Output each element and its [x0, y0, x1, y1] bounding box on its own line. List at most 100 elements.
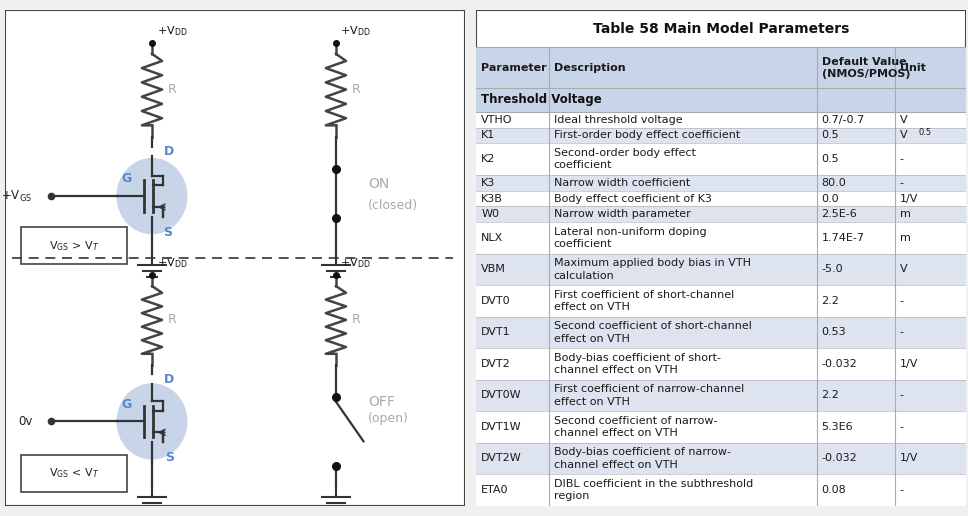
Text: Second coefficient of narrow-
channel effect on VTH: Second coefficient of narrow- channel ef… [554, 416, 717, 438]
Text: Ideal threshold voltage: Ideal threshold voltage [554, 115, 682, 125]
Text: Maximum applied body bias in VTH
calculation: Maximum applied body bias in VTH calcula… [554, 258, 750, 281]
Text: +V$_{\rm DD}$: +V$_{\rm DD}$ [157, 24, 187, 38]
Text: -: - [900, 328, 904, 337]
FancyBboxPatch shape [476, 254, 966, 285]
Text: DVT0: DVT0 [481, 296, 511, 306]
Text: -0.032: -0.032 [822, 359, 858, 369]
Text: S: S [164, 227, 172, 239]
Text: (open): (open) [368, 412, 408, 426]
Text: Body effect coefficient of K3: Body effect coefficient of K3 [554, 194, 711, 203]
Circle shape [117, 384, 187, 459]
Text: 0.5: 0.5 [822, 131, 839, 140]
Text: R: R [352, 313, 361, 327]
Text: DIBL coefficient in the subthreshold
region: DIBL coefficient in the subthreshold reg… [554, 479, 753, 501]
Text: 0.5: 0.5 [919, 128, 931, 137]
Text: V: V [900, 115, 908, 125]
Text: +V$_{\rm DD}$: +V$_{\rm DD}$ [341, 256, 371, 270]
Text: DVT2: DVT2 [481, 359, 511, 369]
Text: Lateral non-uniform doping
coefficient: Lateral non-uniform doping coefficient [554, 227, 707, 249]
Text: 2.5E-6: 2.5E-6 [822, 209, 858, 219]
Text: V: V [900, 131, 908, 140]
Text: Body-bias coefficient of narrow-
channel effect on VTH: Body-bias coefficient of narrow- channel… [554, 447, 731, 470]
Text: -: - [900, 391, 904, 400]
FancyBboxPatch shape [476, 206, 966, 222]
Text: Description: Description [554, 63, 625, 73]
Text: R: R [168, 313, 177, 327]
Text: D: D [164, 145, 173, 158]
Text: 1/V: 1/V [900, 359, 919, 369]
Text: G: G [122, 397, 132, 411]
Text: K2: K2 [481, 154, 496, 164]
Text: 5.3E6: 5.3E6 [822, 422, 853, 432]
Text: K3: K3 [481, 178, 496, 188]
FancyBboxPatch shape [476, 143, 966, 175]
Text: 0.0: 0.0 [822, 194, 839, 203]
Text: V: V [900, 264, 908, 275]
Text: +V$_{\rm GS}$: +V$_{\rm GS}$ [1, 188, 33, 204]
Text: 1/V: 1/V [900, 194, 919, 203]
Text: Parameter: Parameter [481, 63, 547, 73]
FancyBboxPatch shape [476, 474, 966, 506]
Text: K3B: K3B [481, 194, 503, 203]
FancyBboxPatch shape [21, 227, 127, 264]
Text: R: R [352, 83, 361, 96]
Text: Threshold Voltage: Threshold Voltage [481, 93, 602, 106]
FancyBboxPatch shape [476, 127, 966, 143]
Text: ON: ON [368, 176, 389, 191]
Text: (closed): (closed) [368, 200, 418, 213]
Text: Second-order body effect
coefficient: Second-order body effect coefficient [554, 148, 696, 170]
Text: m: m [900, 233, 911, 243]
Text: 80.0: 80.0 [822, 178, 846, 188]
Text: -: - [900, 422, 904, 432]
Text: Body-bias coefficient of short-
channel effect on VTH: Body-bias coefficient of short- channel … [554, 353, 720, 375]
Text: First-order body effect coefficient: First-order body effect coefficient [554, 131, 740, 140]
Text: VBM: VBM [481, 264, 506, 275]
FancyBboxPatch shape [476, 112, 966, 127]
Text: 2.2: 2.2 [822, 391, 839, 400]
FancyBboxPatch shape [476, 411, 966, 443]
FancyBboxPatch shape [476, 47, 966, 88]
FancyBboxPatch shape [476, 10, 966, 506]
Text: Narrow width coefficient: Narrow width coefficient [554, 178, 690, 188]
Text: Unit: Unit [900, 63, 925, 73]
Text: +V$_{\rm DD}$: +V$_{\rm DD}$ [157, 256, 187, 270]
Text: NLX: NLX [481, 233, 503, 243]
FancyBboxPatch shape [476, 175, 966, 190]
Text: First coefficient of short-channel
effect on VTH: First coefficient of short-channel effec… [554, 289, 734, 312]
FancyBboxPatch shape [5, 10, 465, 506]
Text: -: - [900, 485, 904, 495]
Text: Narrow width parameter: Narrow width parameter [554, 209, 690, 219]
Text: 2.2: 2.2 [822, 296, 839, 306]
Text: 0v: 0v [18, 415, 33, 428]
Text: DVT2W: DVT2W [481, 454, 522, 463]
FancyBboxPatch shape [476, 285, 966, 317]
Text: -5.0: -5.0 [822, 264, 843, 275]
Text: V$_{\rm GS}$ < V$_T$: V$_{\rm GS}$ < V$_T$ [48, 466, 99, 480]
Text: DVT1: DVT1 [481, 328, 511, 337]
Text: 1.74E-7: 1.74E-7 [822, 233, 864, 243]
Text: ETA0: ETA0 [481, 485, 508, 495]
Text: S: S [166, 451, 174, 464]
Text: +V$_{\rm DD}$: +V$_{\rm DD}$ [341, 24, 371, 38]
Text: 0.08: 0.08 [822, 485, 846, 495]
Text: DVT0W: DVT0W [481, 391, 522, 400]
Text: -0.032: -0.032 [822, 454, 858, 463]
FancyBboxPatch shape [476, 443, 966, 474]
Text: 0.7/-0.7: 0.7/-0.7 [822, 115, 864, 125]
Text: -: - [900, 296, 904, 306]
Text: V$_{\rm GS}$ > V$_T$: V$_{\rm GS}$ > V$_T$ [48, 239, 99, 252]
Text: DVT1W: DVT1W [481, 422, 522, 432]
Text: G: G [122, 172, 132, 185]
Text: Default Value
(NMOS/PMOS): Default Value (NMOS/PMOS) [822, 57, 910, 79]
Text: Table 58 Main Model Parameters: Table 58 Main Model Parameters [593, 22, 849, 36]
Text: 0.5: 0.5 [822, 154, 839, 164]
Text: -: - [900, 178, 904, 188]
Text: m: m [900, 209, 911, 219]
Text: 0.53: 0.53 [822, 328, 846, 337]
Text: K1: K1 [481, 131, 496, 140]
Text: VTHO: VTHO [481, 115, 513, 125]
FancyBboxPatch shape [476, 317, 966, 348]
FancyBboxPatch shape [21, 455, 127, 492]
Text: W0: W0 [481, 209, 499, 219]
FancyBboxPatch shape [476, 380, 966, 411]
